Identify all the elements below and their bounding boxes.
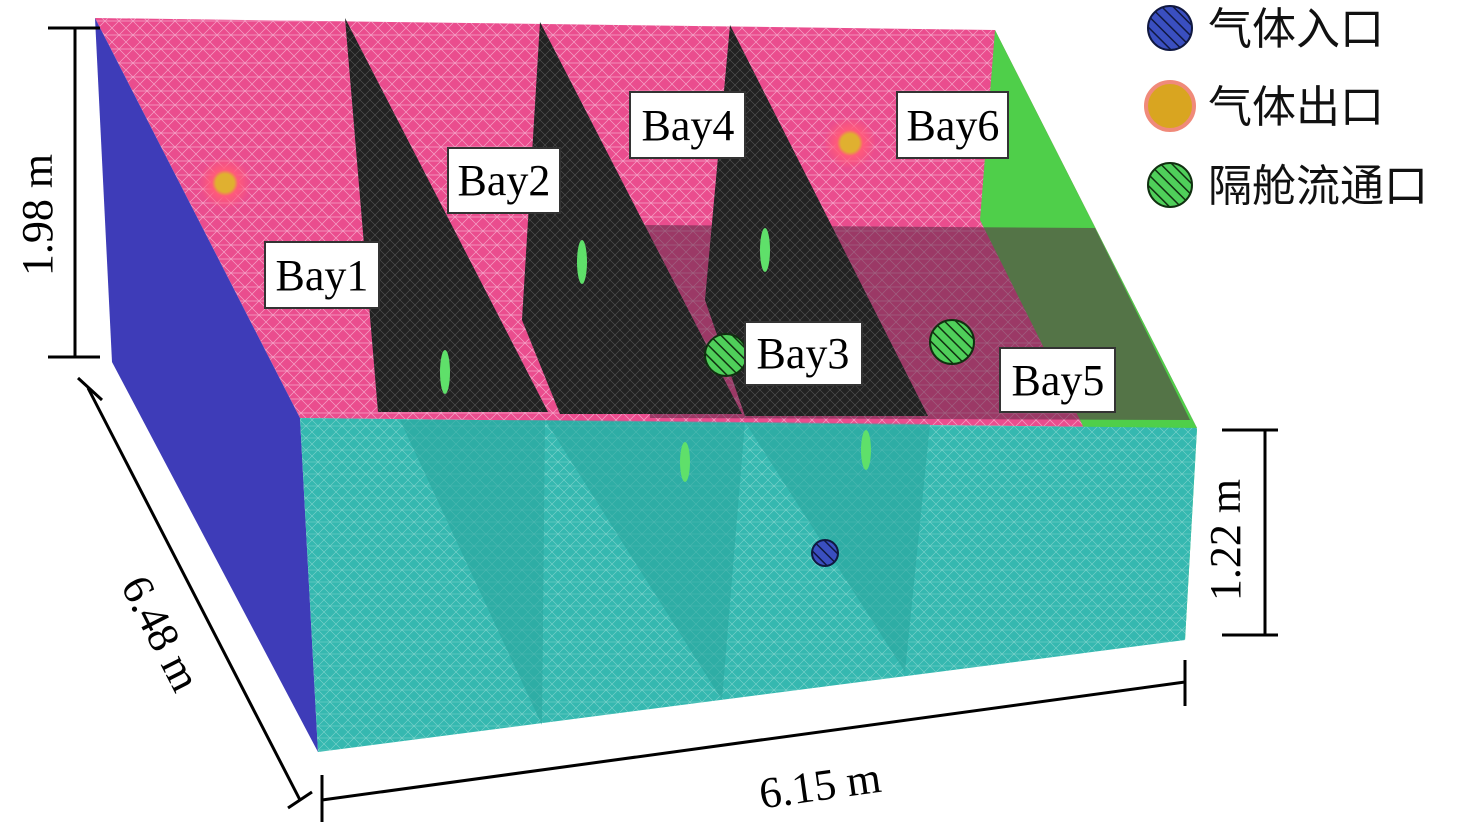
gas-inlet xyxy=(811,539,839,567)
dimension-line xyxy=(1222,428,1278,637)
label-box xyxy=(629,91,746,159)
partition-mesh xyxy=(705,25,928,416)
dimension-line xyxy=(320,660,1187,822)
dimension-label: 6.15 m xyxy=(756,753,884,819)
dimension-line xyxy=(76,376,313,810)
flow-port-marker xyxy=(704,333,748,377)
flow-port xyxy=(577,240,587,284)
bay-labels: Bay1 Bay2 Bay3 Bay4 Bay5 Bay6 xyxy=(264,91,1116,413)
flow-port-marker xyxy=(929,319,975,365)
flow-port xyxy=(760,228,770,272)
gas-outlet xyxy=(824,117,876,169)
legend-symbol xyxy=(1144,80,1196,132)
dimensions: 1.98 m 1.22 m 6.48 m 6.15 m xyxy=(13,26,1278,822)
bay-label: Bay3 xyxy=(757,329,850,378)
flow-port xyxy=(861,430,871,470)
dimension-label: 6.48 m xyxy=(111,568,210,699)
dimension-label: 1.98 m xyxy=(13,154,62,276)
partition-mesh xyxy=(345,18,548,412)
flow-port xyxy=(680,442,690,482)
label-box xyxy=(999,347,1116,413)
bay-label: Bay2 xyxy=(458,156,551,205)
left-face xyxy=(95,18,318,752)
label-box xyxy=(447,147,561,214)
bay-label: Bay5 xyxy=(1012,356,1105,405)
tank-model xyxy=(95,18,1197,752)
dimension-line xyxy=(48,26,100,359)
bay-label: Bay4 xyxy=(642,101,735,150)
partition-mesh xyxy=(522,22,742,414)
front-partition xyxy=(545,420,745,700)
legend-symbol xyxy=(1147,5,1193,51)
front-partition xyxy=(400,420,545,725)
label-box xyxy=(264,241,380,309)
flow-port xyxy=(440,350,450,394)
legend-label: 隔舱流通口 xyxy=(1208,162,1428,211)
label-box xyxy=(744,321,863,386)
gas-outlet xyxy=(199,157,251,209)
legend-label: 气体出口 xyxy=(1208,83,1384,132)
bay-label: Bay6 xyxy=(907,101,1000,150)
label-box xyxy=(896,91,1009,159)
bay-label: Bay1 xyxy=(276,251,369,300)
dimension-label: 1.22 m xyxy=(1201,479,1250,601)
legend-symbol xyxy=(1147,162,1193,208)
legend: 气体入口 气体出口 隔舱流通口 xyxy=(1144,5,1428,211)
legend-label: 气体入口 xyxy=(1208,5,1384,54)
